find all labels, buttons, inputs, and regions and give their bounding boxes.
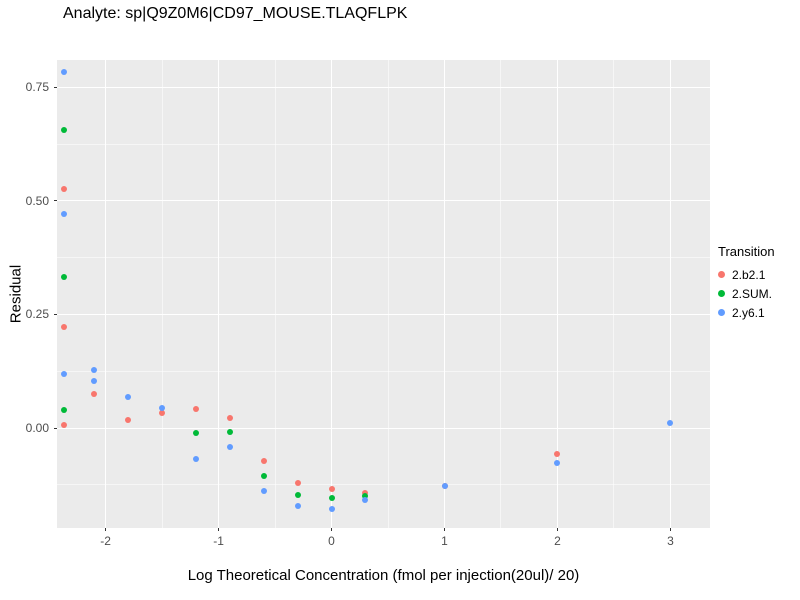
gridline-major-horizontal — [57, 200, 710, 202]
legend-title: Transition — [718, 244, 775, 259]
gridline-major-horizontal — [57, 313, 710, 315]
gridline-minor-vertical — [387, 60, 389, 528]
data-point — [260, 457, 267, 464]
x-tick-mark — [444, 528, 445, 531]
data-point — [328, 495, 335, 502]
data-point — [441, 482, 448, 489]
data-point — [554, 460, 561, 467]
data-point — [192, 405, 199, 412]
data-point — [362, 489, 369, 496]
data-point — [362, 493, 369, 500]
data-point — [192, 455, 199, 462]
legend-entry: 2.y6.1 — [718, 305, 775, 320]
y-tick-mark — [54, 200, 57, 202]
y-tick-label: 0.00 — [25, 421, 49, 436]
gridline-major-vertical — [331, 60, 333, 528]
y-tick-label: 0.50 — [25, 193, 49, 208]
x-tick-label: -1 — [213, 534, 224, 548]
gridline-major-vertical — [556, 60, 558, 528]
data-point — [91, 390, 98, 397]
data-point — [554, 451, 561, 458]
data-point — [159, 404, 166, 411]
x-tick-mark — [331, 528, 333, 531]
data-point — [60, 323, 67, 330]
data-point — [60, 186, 67, 193]
data-point — [159, 410, 166, 417]
x-axis-title: Log Theoretical Concentration (fmol per … — [187, 567, 580, 584]
gridline-minor-horizontal — [57, 143, 710, 145]
data-point — [328, 486, 335, 493]
data-point — [192, 429, 199, 436]
legend-key-dot — [718, 309, 725, 316]
data-point — [60, 370, 67, 377]
legend-key-dot — [718, 290, 725, 297]
data-point — [91, 377, 98, 384]
data-point — [125, 416, 132, 423]
gridline-minor-vertical — [613, 60, 615, 528]
data-point — [60, 273, 67, 280]
data-point — [294, 479, 301, 486]
y-tick-mark — [54, 86, 57, 88]
legend-entries: 2.b2.1 2.SUM. 2.y6.1 — [718, 267, 775, 320]
data-point — [125, 394, 132, 401]
plot-panel — [57, 60, 710, 528]
x-tick-label: 3 — [667, 534, 674, 548]
gridline-major-vertical — [669, 60, 671, 528]
x-tick-label: 1 — [441, 534, 448, 548]
data-point — [294, 503, 301, 510]
data-point — [294, 492, 301, 499]
x-tick-mark — [669, 528, 671, 531]
y-tick-mark — [54, 313, 57, 315]
legend-entry: 2.SUM. — [718, 286, 775, 301]
x-tick-mark — [556, 528, 558, 531]
data-point — [60, 210, 67, 217]
gridline-minor-vertical — [274, 60, 276, 528]
data-point — [60, 126, 67, 133]
chart-title: Analyte: sp|Q9Z0M6|CD97_MOUSE.TLAQFLPK — [63, 5, 408, 22]
legend-entry-label: 2.b2.1 — [732, 267, 766, 282]
gridline-major-vertical — [218, 60, 220, 528]
y-tick-mark — [54, 427, 57, 429]
y-tick-label: 0.75 — [25, 80, 49, 95]
data-point — [328, 505, 335, 512]
gridline-minor-horizontal — [57, 370, 710, 372]
x-tick-mark — [218, 528, 220, 531]
data-point — [226, 444, 233, 451]
x-tick-label: 0 — [328, 534, 335, 548]
gridline-minor-horizontal — [57, 484, 710, 486]
x-tick-label: 2 — [554, 534, 561, 548]
data-point — [226, 428, 233, 435]
legend: Transition 2.b2.1 2.SUM. 2.y6.1 — [718, 244, 775, 325]
x-tick-label: -2 — [100, 534, 111, 548]
y-tick-label: 0.25 — [25, 307, 49, 322]
data-point — [60, 421, 67, 428]
gridline-major-vertical — [105, 60, 107, 528]
legend-key-dot — [718, 271, 725, 278]
gridline-major-horizontal — [57, 86, 710, 88]
gridline-minor-horizontal — [57, 257, 710, 259]
data-point — [60, 406, 67, 413]
data-point — [362, 496, 369, 503]
gridline-major-horizontal — [57, 427, 710, 429]
data-point — [91, 366, 98, 373]
gridline-major-vertical — [444, 60, 445, 528]
data-point — [260, 487, 267, 494]
gridline-minor-vertical — [161, 60, 163, 528]
legend-entry-label: 2.y6.1 — [732, 305, 765, 320]
data-point — [667, 420, 674, 427]
gridline-minor-vertical — [500, 60, 502, 528]
legend-entry: 2.b2.1 — [718, 267, 775, 282]
x-tick-mark — [105, 528, 107, 531]
data-point — [260, 472, 267, 479]
data-point — [60, 69, 67, 76]
data-point — [226, 415, 233, 422]
legend-entry-label: 2.SUM. — [732, 286, 773, 301]
